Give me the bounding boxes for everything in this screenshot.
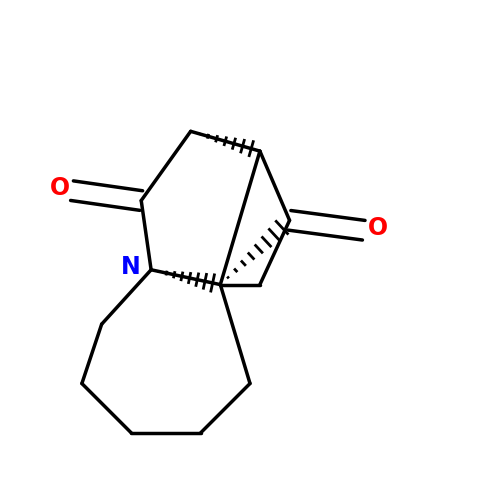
Text: O: O xyxy=(368,216,388,240)
Text: N: N xyxy=(120,256,140,280)
Text: O: O xyxy=(50,176,70,200)
